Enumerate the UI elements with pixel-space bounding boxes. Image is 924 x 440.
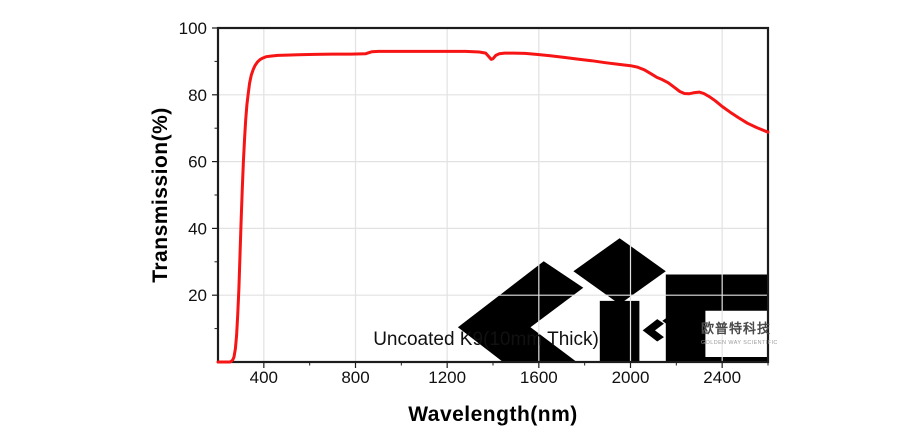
x-tick-label: 2400 bbox=[703, 368, 741, 387]
x-tick-label: 1200 bbox=[428, 368, 466, 387]
x-tick-label: 2000 bbox=[612, 368, 650, 387]
brand-logo-en-text: GOLDEN WAY SCIENTIFIC bbox=[701, 340, 778, 346]
transmission-curve bbox=[216, 49, 770, 364]
brand-logo: 欧普特科技 GOLDEN WAY SCIENTIFIC bbox=[642, 315, 778, 346]
y-axis-title: Transmission(%) bbox=[149, 107, 172, 283]
transmission-curve-path bbox=[216, 49, 770, 364]
brand-logo-cn-text: 欧普特科技 bbox=[701, 321, 771, 336]
x-tick-label: 400 bbox=[250, 368, 278, 387]
series-annotation: Uncoated K9(10mm Thick) bbox=[373, 329, 599, 350]
y-tick-label: 100 bbox=[179, 19, 207, 38]
axis-tick-labels: 400 800 1200 1600 2000 2400 20 40 60 80 100 bbox=[179, 19, 741, 387]
y-tick-label: 60 bbox=[188, 153, 207, 172]
y-tick-label: 80 bbox=[188, 86, 207, 105]
x-tick-label: 1600 bbox=[520, 368, 558, 387]
x-axis-title: Wavelength(nm) bbox=[408, 403, 578, 426]
y-tick-label: 40 bbox=[188, 219, 207, 238]
x-tick-label: 800 bbox=[341, 368, 369, 387]
y-tick-label: 20 bbox=[188, 286, 207, 305]
axis-ticks bbox=[212, 27, 769, 368]
